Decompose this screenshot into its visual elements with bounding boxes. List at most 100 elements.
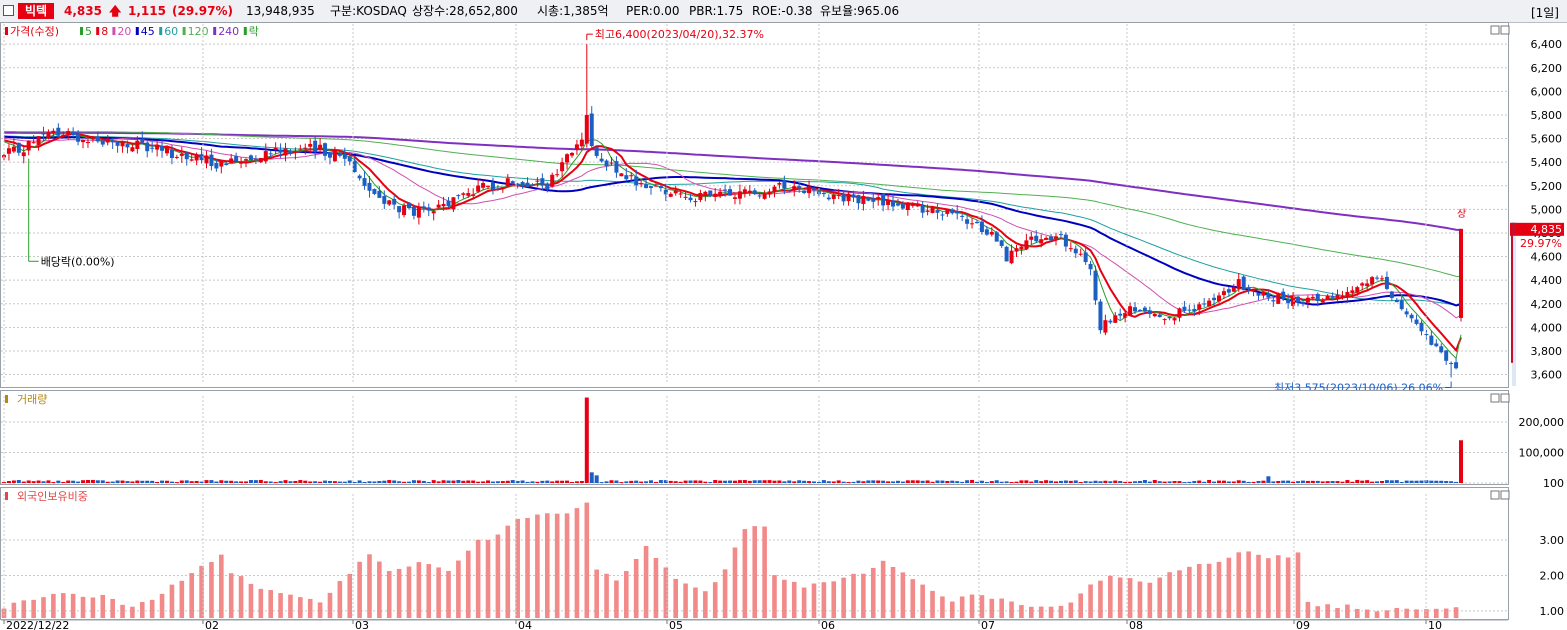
candle-body: [372, 189, 377, 194]
foreign-bar: [169, 584, 175, 618]
volume-bar: [737, 480, 742, 483]
volume-bar: [960, 481, 965, 483]
panel-minimize-icon[interactable]: [1490, 25, 1500, 35]
foreign-bar: [278, 593, 283, 618]
volume-bar: [876, 480, 881, 483]
foreign-bar: [1404, 608, 1409, 618]
candle-body: [1365, 283, 1370, 287]
volume-bar: [604, 481, 609, 483]
volume-bar: [1459, 440, 1463, 483]
candle-body: [545, 183, 550, 190]
price-tick-label: 6,200: [1531, 62, 1563, 75]
volume-bar: [273, 482, 278, 484]
candle-body: [323, 143, 328, 156]
volume-bar: [313, 481, 318, 483]
volume-bar: [150, 480, 155, 483]
volume-bar: [21, 481, 26, 483]
right-scrollbar[interactable]: [1512, 222, 1516, 386]
stock-name-badge[interactable]: 빅텍: [18, 3, 55, 19]
foreign-bar: [209, 562, 214, 618]
select-checkbox[interactable]: [3, 5, 14, 16]
foreign-bar: [327, 592, 333, 618]
pbr-value: PBR:1.75: [689, 4, 744, 18]
volume-bar: [337, 481, 342, 483]
candle-body: [56, 127, 61, 136]
volume-bar: [1345, 480, 1350, 483]
foreign-bar: [801, 587, 807, 618]
volume-bar: [61, 481, 66, 483]
volume-bar: [362, 481, 367, 483]
panel-close-icon[interactable]: [1500, 25, 1510, 35]
volume-bar: [930, 481, 935, 483]
foreign-bar: [1345, 604, 1350, 618]
candle-body: [881, 193, 886, 206]
legend-swatch: [5, 27, 8, 35]
foreign-bar: [841, 577, 846, 618]
foreign-bar: [228, 573, 234, 618]
volume-bar: [821, 480, 826, 483]
candle-body: [258, 157, 263, 163]
price-tick-label: 5,600: [1531, 133, 1563, 146]
foreign-bar: [485, 539, 491, 618]
candle-body: [1231, 287, 1236, 292]
candle-body: [268, 153, 273, 155]
foreign-bar: [604, 573, 609, 618]
volume-bar: [1123, 481, 1128, 483]
last-price-box: [1510, 222, 1564, 236]
volume-bar: [752, 480, 757, 483]
candle-body: [263, 151, 268, 162]
candle-body: [160, 145, 165, 151]
volume-bar: [140, 480, 145, 483]
candle-body: [950, 209, 955, 214]
candle-body: [387, 200, 392, 205]
volume-bar: [560, 480, 565, 483]
legend-swatch: [112, 27, 116, 35]
volume-bar: [495, 481, 500, 483]
volume-bar: [1454, 481, 1459, 483]
volume-bar: [1340, 481, 1345, 483]
candle-body: [471, 194, 476, 196]
foreign-bar: [930, 590, 935, 618]
stock-chart[interactable]: 3,6003,8004,0004,2004,4004,6004,8005,000…: [0, 22, 1567, 630]
volume-bar: [268, 481, 273, 483]
volume-bar: [219, 480, 224, 483]
foreign-bar: [880, 560, 886, 618]
candle-body: [273, 147, 278, 150]
volume-bar: [130, 481, 135, 483]
period-selector[interactable]: [1일]: [1530, 6, 1559, 20]
foreign-bar: [1068, 602, 1074, 618]
candle-body: [51, 130, 56, 134]
candle-body: [481, 183, 486, 188]
foreign-bar: [1305, 601, 1311, 618]
volume-bar: [895, 480, 900, 483]
foreign-panel-minimize-icon[interactable]: [1490, 490, 1500, 500]
candle-body: [861, 196, 866, 204]
foreign-panel-close-icon[interactable]: [1500, 490, 1510, 500]
candle-body: [1157, 314, 1162, 318]
candle-body: [1009, 250, 1014, 264]
volume-bar: [382, 480, 387, 483]
candle-body: [1192, 309, 1197, 312]
candle-body: [826, 197, 831, 200]
volume-panel-close-icon[interactable]: [1500, 393, 1510, 403]
volume-bar: [841, 481, 846, 483]
volume-panel-minimize-icon[interactable]: [1490, 393, 1500, 403]
candle-body: [634, 176, 639, 186]
volume-bar: [1098, 481, 1103, 483]
candle-body: [11, 146, 16, 152]
volume-bar: [881, 480, 886, 483]
candle-body: [318, 144, 323, 149]
volume-bar: [481, 481, 486, 483]
candle-body: [866, 196, 871, 201]
trade-volume: 13,948,935: [246, 4, 315, 18]
candle-body: [1335, 294, 1340, 300]
candle-body: [1296, 296, 1301, 303]
foreign-bar: [722, 569, 728, 618]
volume-bar: [673, 481, 678, 483]
volume-bar: [258, 479, 263, 483]
candle-body: [905, 202, 910, 211]
volume-bar: [1310, 480, 1315, 483]
volume-bar: [347, 480, 352, 483]
foreign-bar: [367, 554, 372, 618]
volume-bar: [500, 481, 505, 483]
